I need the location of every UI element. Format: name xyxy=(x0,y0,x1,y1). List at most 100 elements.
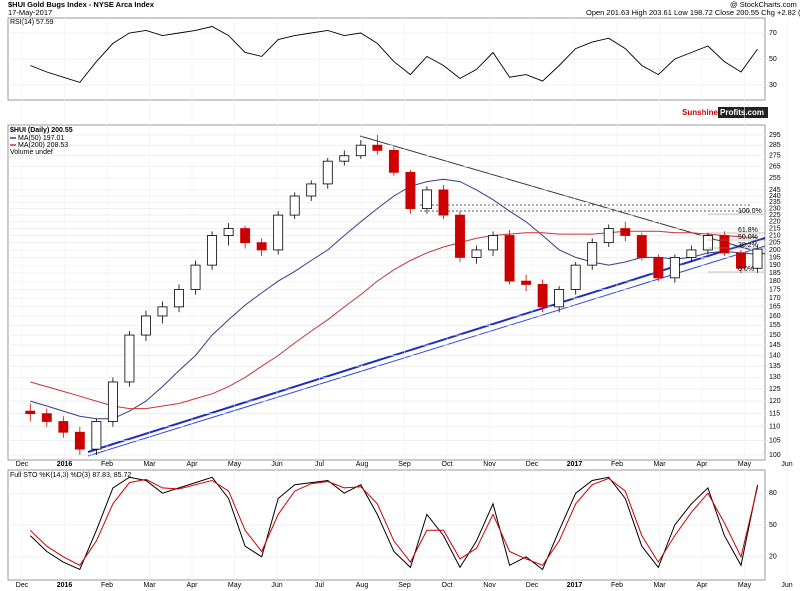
y-tick-label: 130 xyxy=(769,374,781,381)
candle-body xyxy=(107,381,118,422)
x-tick-label: Dec xyxy=(526,461,539,468)
candle-body xyxy=(240,228,251,244)
x-tick-label: Mar xyxy=(143,461,156,468)
x-tick-label: Sep xyxy=(398,582,411,589)
x-tick-label: Feb xyxy=(611,461,623,468)
candle-body xyxy=(289,195,300,216)
y-tick-label: 190 xyxy=(769,262,781,269)
stoch-label: Full STO %K(14,3) %D(3) 87.83, 85.72 xyxy=(10,472,131,479)
x-tick-label: Jun xyxy=(271,582,282,589)
y-tick-label: 200 xyxy=(769,247,781,254)
x-tick-label: Jun xyxy=(271,461,282,468)
y-tick-label: 30 xyxy=(769,82,777,89)
candle-body xyxy=(587,242,598,266)
candle-body xyxy=(306,183,317,197)
x-tick-label: 2017 xyxy=(567,582,583,589)
y-tick-label: 170 xyxy=(769,295,781,302)
quote: Open 201.63 High 203.61 Low 198.72 Close… xyxy=(586,8,800,17)
candle-body xyxy=(620,228,631,236)
ma-line xyxy=(30,178,758,420)
x-tick-label: Feb xyxy=(101,582,113,589)
x-tick-label: May xyxy=(228,582,242,589)
x-tick-label: May xyxy=(738,582,752,589)
y-tick-label: 20 xyxy=(769,554,777,561)
y-tick-label: 225 xyxy=(769,212,781,219)
candle-body xyxy=(488,235,498,251)
x-tick-label: Aug xyxy=(356,461,369,468)
y-tick-label: 110 xyxy=(769,424,780,431)
fib-label: 38.2% xyxy=(738,242,758,249)
candle-body xyxy=(702,235,713,251)
y-tick-label: 100 xyxy=(769,452,781,459)
logo: Profits.com xyxy=(720,108,764,117)
candle-body xyxy=(124,334,135,383)
legend-label: MA(50) 197.01 xyxy=(18,135,64,142)
y-tick-label: 145 xyxy=(769,342,781,349)
main-label: $HUI (Daily) 200.55 xyxy=(10,127,73,134)
ma-line xyxy=(30,230,758,410)
x-tick-label: Apr xyxy=(697,461,709,468)
y-tick-label: 140 xyxy=(769,352,781,359)
candle-body xyxy=(157,306,168,317)
y-tick-label: 240 xyxy=(769,193,781,200)
candle-body xyxy=(372,144,383,151)
y-tick-label: 185 xyxy=(769,270,781,277)
stoch-line xyxy=(29,477,758,566)
legend-label: MA(200) 208.53 xyxy=(18,142,68,149)
y-tick-label: 80 xyxy=(769,490,777,497)
y-tick-label: 165 xyxy=(769,304,781,311)
x-tick-label: Feb xyxy=(611,582,623,589)
candle-body xyxy=(74,431,85,450)
candle-body xyxy=(455,214,465,258)
candle-body xyxy=(91,421,102,450)
stoch-line xyxy=(29,476,758,571)
x-tick-label: Mar xyxy=(653,461,666,468)
x-tick-label: Sep xyxy=(398,461,411,468)
candle-body xyxy=(636,235,647,258)
x-tick-label: Apr xyxy=(187,461,199,468)
candle-body xyxy=(141,315,151,336)
x-tick-label: Jun xyxy=(781,461,792,468)
price-panel xyxy=(7,124,766,461)
candle-body xyxy=(752,248,763,269)
y-tick-label: 230 xyxy=(769,205,781,212)
y-tick-label: 245 xyxy=(769,187,781,194)
candle-body xyxy=(223,228,234,236)
x-tick-label: Mar xyxy=(653,582,666,589)
y-tick-label: 295 xyxy=(769,132,781,139)
candle-body xyxy=(58,421,69,433)
x-tick-label: Mar xyxy=(143,582,156,589)
fib-label: 61.8% xyxy=(738,227,758,234)
logo: Sunshine xyxy=(682,108,719,117)
fib-label: 100.0% xyxy=(738,208,762,215)
candle-body xyxy=(421,189,432,210)
candle-body xyxy=(25,410,36,415)
candle-body xyxy=(190,264,201,290)
candle-body xyxy=(554,289,565,308)
x-tick-label: Aug xyxy=(356,582,369,589)
y-tick-label: 160 xyxy=(769,313,781,320)
x-tick-label: Dec xyxy=(526,582,539,589)
candle-body xyxy=(405,171,416,210)
candle-body xyxy=(174,289,184,308)
y-tick-label: 210 xyxy=(769,232,781,239)
y-tick-label: 135 xyxy=(769,363,781,370)
y-tick-label: 175 xyxy=(769,286,781,293)
candle-body xyxy=(669,257,680,279)
x-tick-label: Dec xyxy=(16,582,29,589)
candle-body xyxy=(603,228,614,244)
y-tick-label: 215 xyxy=(769,225,781,232)
y-tick-label: 265 xyxy=(769,164,781,171)
candle-body xyxy=(719,235,730,254)
fib-label: 0.0% xyxy=(738,266,754,273)
x-tick-label: 2016 xyxy=(57,582,73,589)
x-tick-label: 2016 xyxy=(57,461,73,468)
y-tick-label: 115 xyxy=(769,410,780,417)
y-tick-label: 205 xyxy=(769,239,781,246)
y-tick-label: 70 xyxy=(769,30,777,37)
y-tick-label: 50 xyxy=(769,522,777,529)
chart-title: $HUI Gold Bugs Index - NYSE Arca Index xyxy=(8,0,155,9)
x-tick-label: Jun xyxy=(781,582,792,589)
